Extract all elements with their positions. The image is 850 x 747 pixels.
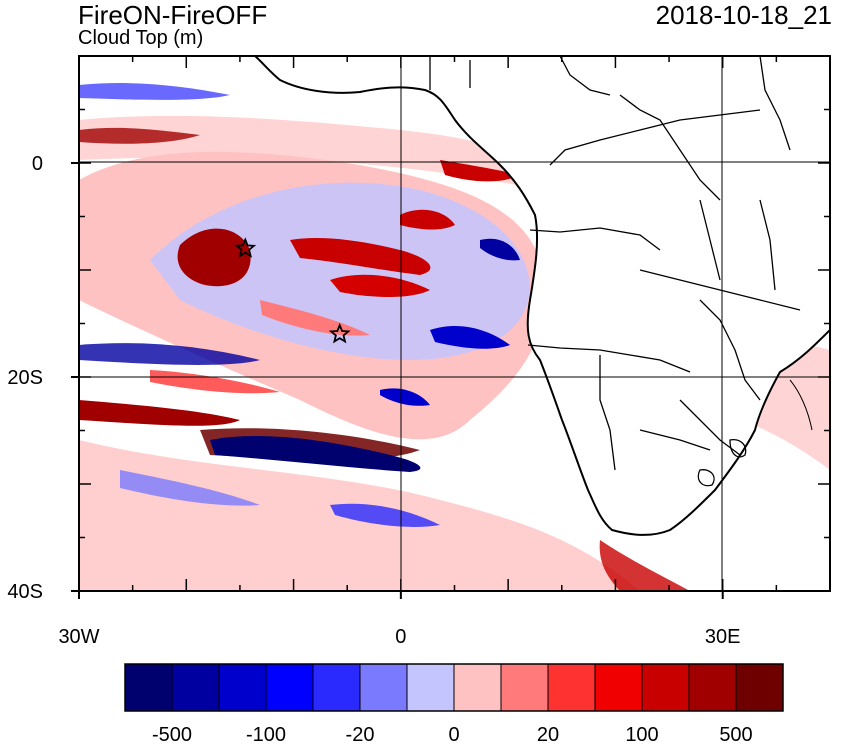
colorbar-swatch xyxy=(406,663,455,712)
colorbar-label: 20 xyxy=(537,724,559,746)
colorbar-swatch xyxy=(547,663,596,712)
colorbar-frame xyxy=(124,663,784,712)
variable-label: Cloud Top (m) xyxy=(78,27,204,49)
datetime-label: 2018-10-18_21 xyxy=(655,0,832,30)
axis-ticks: 30W 0 30E 0 20S 40S xyxy=(7,55,831,648)
colorbar-label: -100 xyxy=(246,724,286,746)
colorbar-swatch xyxy=(218,663,267,712)
y-tick-label: 20S xyxy=(7,367,43,389)
map-field xyxy=(79,56,830,591)
colorbar-swatch xyxy=(594,663,643,712)
colorbar-swatch xyxy=(312,663,361,712)
star-marker-2 xyxy=(328,322,351,344)
colorbar-swatch xyxy=(453,663,502,712)
colorbar-swatch xyxy=(359,663,408,712)
colorbar-label: 100 xyxy=(625,724,658,746)
colorbar-swatch xyxy=(641,663,690,712)
colorbar-label: 500 xyxy=(719,724,752,746)
x-tick-label: 0 xyxy=(395,626,406,648)
gridlines xyxy=(79,56,830,591)
colorbar-swatch xyxy=(171,663,220,712)
y-tick-label: 0 xyxy=(32,153,43,175)
colorbar-label: -500 xyxy=(152,724,192,746)
colorbar-swatch xyxy=(500,663,549,712)
colorbar-swatch xyxy=(124,663,173,712)
x-tick-label: 30E xyxy=(705,626,741,648)
country-borders xyxy=(429,56,801,487)
colorbar-label: 0 xyxy=(448,724,459,746)
colorbar-swatch xyxy=(735,663,784,712)
colorbar-swatch xyxy=(265,663,314,712)
colorbar-swatch xyxy=(688,663,737,712)
y-tick-label: 40S xyxy=(7,581,43,603)
x-tick-label: 30W xyxy=(58,626,99,648)
plot-title: FireON-FireOFF xyxy=(78,0,268,30)
colorbar-label: -20 xyxy=(346,724,375,746)
colorbar: -500 -100 -20 0 20 100 500 xyxy=(124,663,784,746)
markers-layer xyxy=(234,237,351,344)
star-marker-1 xyxy=(234,237,257,258)
